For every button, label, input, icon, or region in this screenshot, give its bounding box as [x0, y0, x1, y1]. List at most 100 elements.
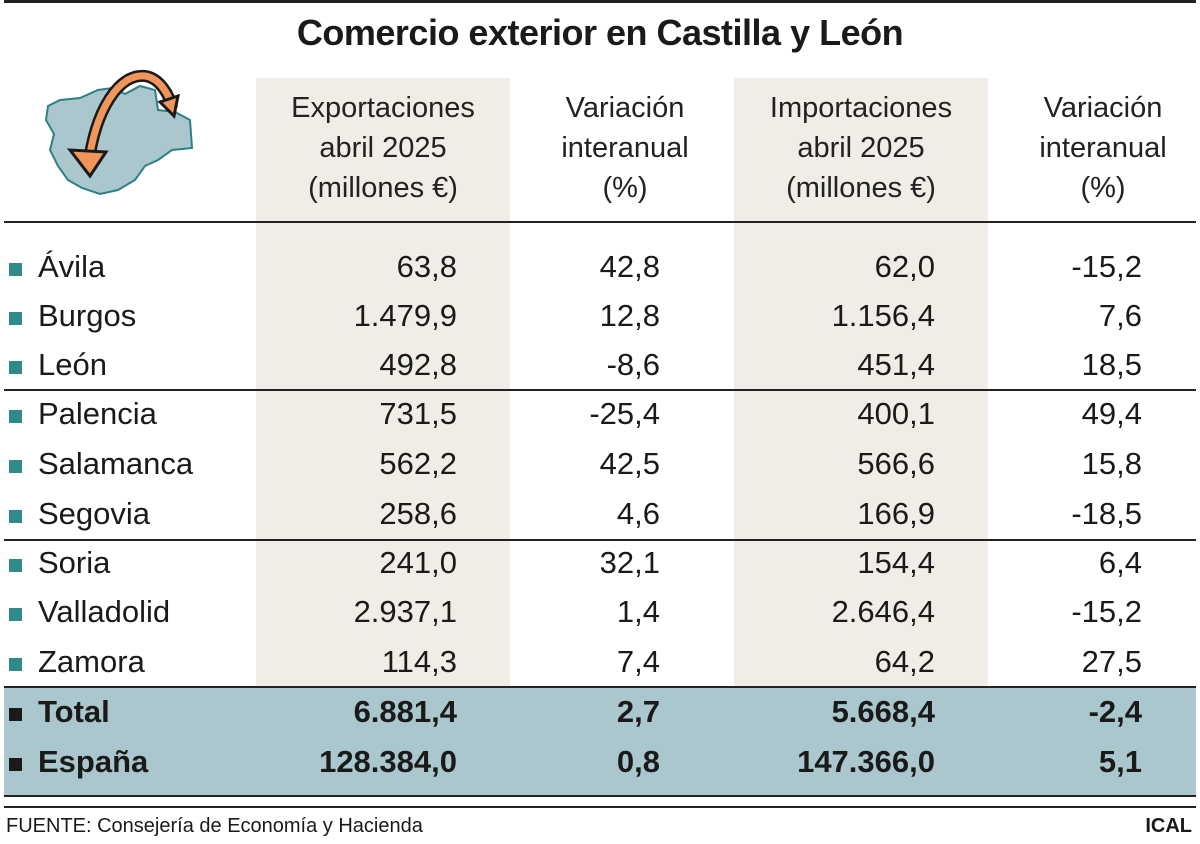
cell-value: 154,4: [857, 545, 935, 580]
header-exports-variation: Variación interanual (%): [530, 88, 720, 208]
totals-top-rule: [4, 686, 1196, 688]
header-line: (%): [602, 172, 648, 204]
header-rule: [4, 221, 1196, 223]
cell-value: -18,5: [1071, 496, 1142, 531]
table-row: España 128.384,0 0,8 147.366,0 5,1: [0, 738, 1200, 787]
table-row: Soria 241,0 32,1 154,4 6,4: [0, 539, 1200, 588]
cell-value: 12,8: [599, 298, 660, 333]
top-rule: [4, 0, 1196, 3]
cell-value: 42,8: [599, 249, 660, 284]
header-imports: Importaciones abril 2025 (millones €): [734, 88, 988, 208]
header-exports: Exportaciones abril 2025 (millones €): [256, 88, 510, 208]
cell-value: 0,8: [616, 744, 660, 779]
cell-value: 18,5: [1081, 347, 1142, 382]
cell-value: 7,4: [616, 644, 660, 679]
source-note: FUENTE: Consejería de Economía y Haciend…: [6, 815, 423, 837]
totals-bottom-rule: [4, 795, 1196, 797]
cell-value: 166,9: [857, 496, 935, 531]
totals-band: [4, 687, 1196, 795]
row-bullet: [9, 510, 22, 523]
header-line: (millones €): [308, 172, 458, 204]
cell-value: 49,4: [1081, 396, 1142, 431]
row-bullet: [9, 708, 22, 721]
cell-value: 400,1: [857, 396, 935, 431]
castilla-leon-map-with-arrow-icon: [44, 69, 194, 196]
cell-value: 258,6: [379, 496, 457, 531]
cell-value: 6.881,4: [353, 694, 457, 729]
cell-value: 5.668,4: [831, 694, 935, 729]
row-label: Ávila: [38, 249, 106, 284]
cell-value: 492,8: [379, 347, 457, 382]
table-row: Burgos 1.479,9 12,8 1.156,4 7,6: [0, 292, 1200, 341]
cell-value: 2.937,1: [353, 594, 457, 629]
cell-value: 5,1: [1098, 744, 1142, 779]
header-imports-variation: Variación interanual (%): [1008, 88, 1198, 208]
row-bullet: [9, 410, 22, 423]
exports-column-shade: [256, 78, 510, 687]
cell-value: -15,2: [1071, 249, 1142, 284]
cell-value: 64,2: [874, 644, 935, 679]
row-bullet: [9, 559, 22, 572]
cell-value: 6,4: [1098, 545, 1142, 580]
header-line: Variación: [1043, 92, 1163, 124]
row-bullet: [9, 658, 22, 671]
header-line: Exportaciones: [291, 92, 475, 124]
row-label: Total: [38, 694, 110, 729]
cell-value: -8,6: [606, 347, 660, 382]
cell-value: -25,4: [589, 396, 660, 431]
cell-value: 114,3: [381, 644, 457, 679]
table-row: León 492,8 -8,6 451,4 18,5: [0, 341, 1200, 390]
row-label: Burgos: [38, 298, 137, 333]
row-bullet: [9, 312, 22, 325]
cell-value: 7,6: [1098, 298, 1142, 333]
row-label: Segovia: [38, 496, 151, 531]
table-row: Total 6.881,4 2,7 5.668,4 -2,4: [0, 688, 1200, 737]
row-label: Valladolid: [38, 594, 171, 629]
row-label: Soria: [38, 545, 111, 580]
header-line: (millones €): [786, 172, 936, 204]
cell-value: 63,8: [396, 249, 457, 284]
table-row: Zamora 114,3 7,4 64,2 27,5: [0, 638, 1200, 687]
cell-value: 2,7: [616, 694, 660, 729]
header-line: interanual: [1039, 132, 1167, 164]
header-line: Variación: [565, 92, 685, 124]
header-line: Importaciones: [769, 92, 953, 124]
row-bullet: [9, 361, 22, 374]
table-row: Valladolid 2.937,1 1,4 2.646,4 -15,2: [0, 588, 1200, 637]
table-row: Salamanca 562,2 42,5 566,6 15,8: [0, 440, 1200, 489]
group-divider: [4, 539, 1196, 541]
cell-value: 562,2: [379, 446, 457, 481]
row-bullet: [9, 758, 22, 771]
cell-value: 2.646,4: [831, 594, 935, 629]
credit: ICAL: [1145, 815, 1192, 837]
cell-value: -15,2: [1071, 594, 1142, 629]
cell-value: 566,6: [857, 446, 935, 481]
cell-value: 1,4: [616, 594, 660, 629]
header-line: (%): [1080, 172, 1126, 204]
row-label: España: [38, 744, 149, 779]
chart-title: Comercio exterior en Castilla y León: [296, 12, 904, 53]
cell-value: 32,1: [599, 545, 660, 580]
row-label: Palencia: [38, 396, 157, 431]
imports-column-shade: [734, 78, 988, 687]
row-label: Zamora: [38, 644, 145, 679]
cell-value: 4,6: [616, 496, 660, 531]
cell-value: 1.479,9: [353, 298, 457, 333]
row-label: León: [38, 347, 107, 382]
cell-value: 62,0: [874, 249, 935, 284]
cell-value: 42,5: [599, 446, 660, 481]
cell-value: 451,4: [857, 347, 935, 382]
cell-value: 27,5: [1081, 644, 1142, 679]
row-label: Salamanca: [38, 446, 194, 481]
header-line: interanual: [561, 132, 689, 164]
cell-value: 15,8: [1081, 446, 1142, 481]
header-line: abril 2025: [797, 132, 925, 164]
footer-rule: [4, 806, 1196, 808]
header-line: abril 2025: [319, 132, 447, 164]
table-row: Segovia 258,6 4,6 166,9 -18,5: [0, 490, 1200, 539]
cell-value: 128.384,0: [319, 744, 457, 779]
row-bullet: [9, 460, 22, 473]
cell-value: 147.366,0: [797, 744, 935, 779]
row-bullet: [9, 608, 22, 621]
group-divider: [4, 389, 1196, 391]
